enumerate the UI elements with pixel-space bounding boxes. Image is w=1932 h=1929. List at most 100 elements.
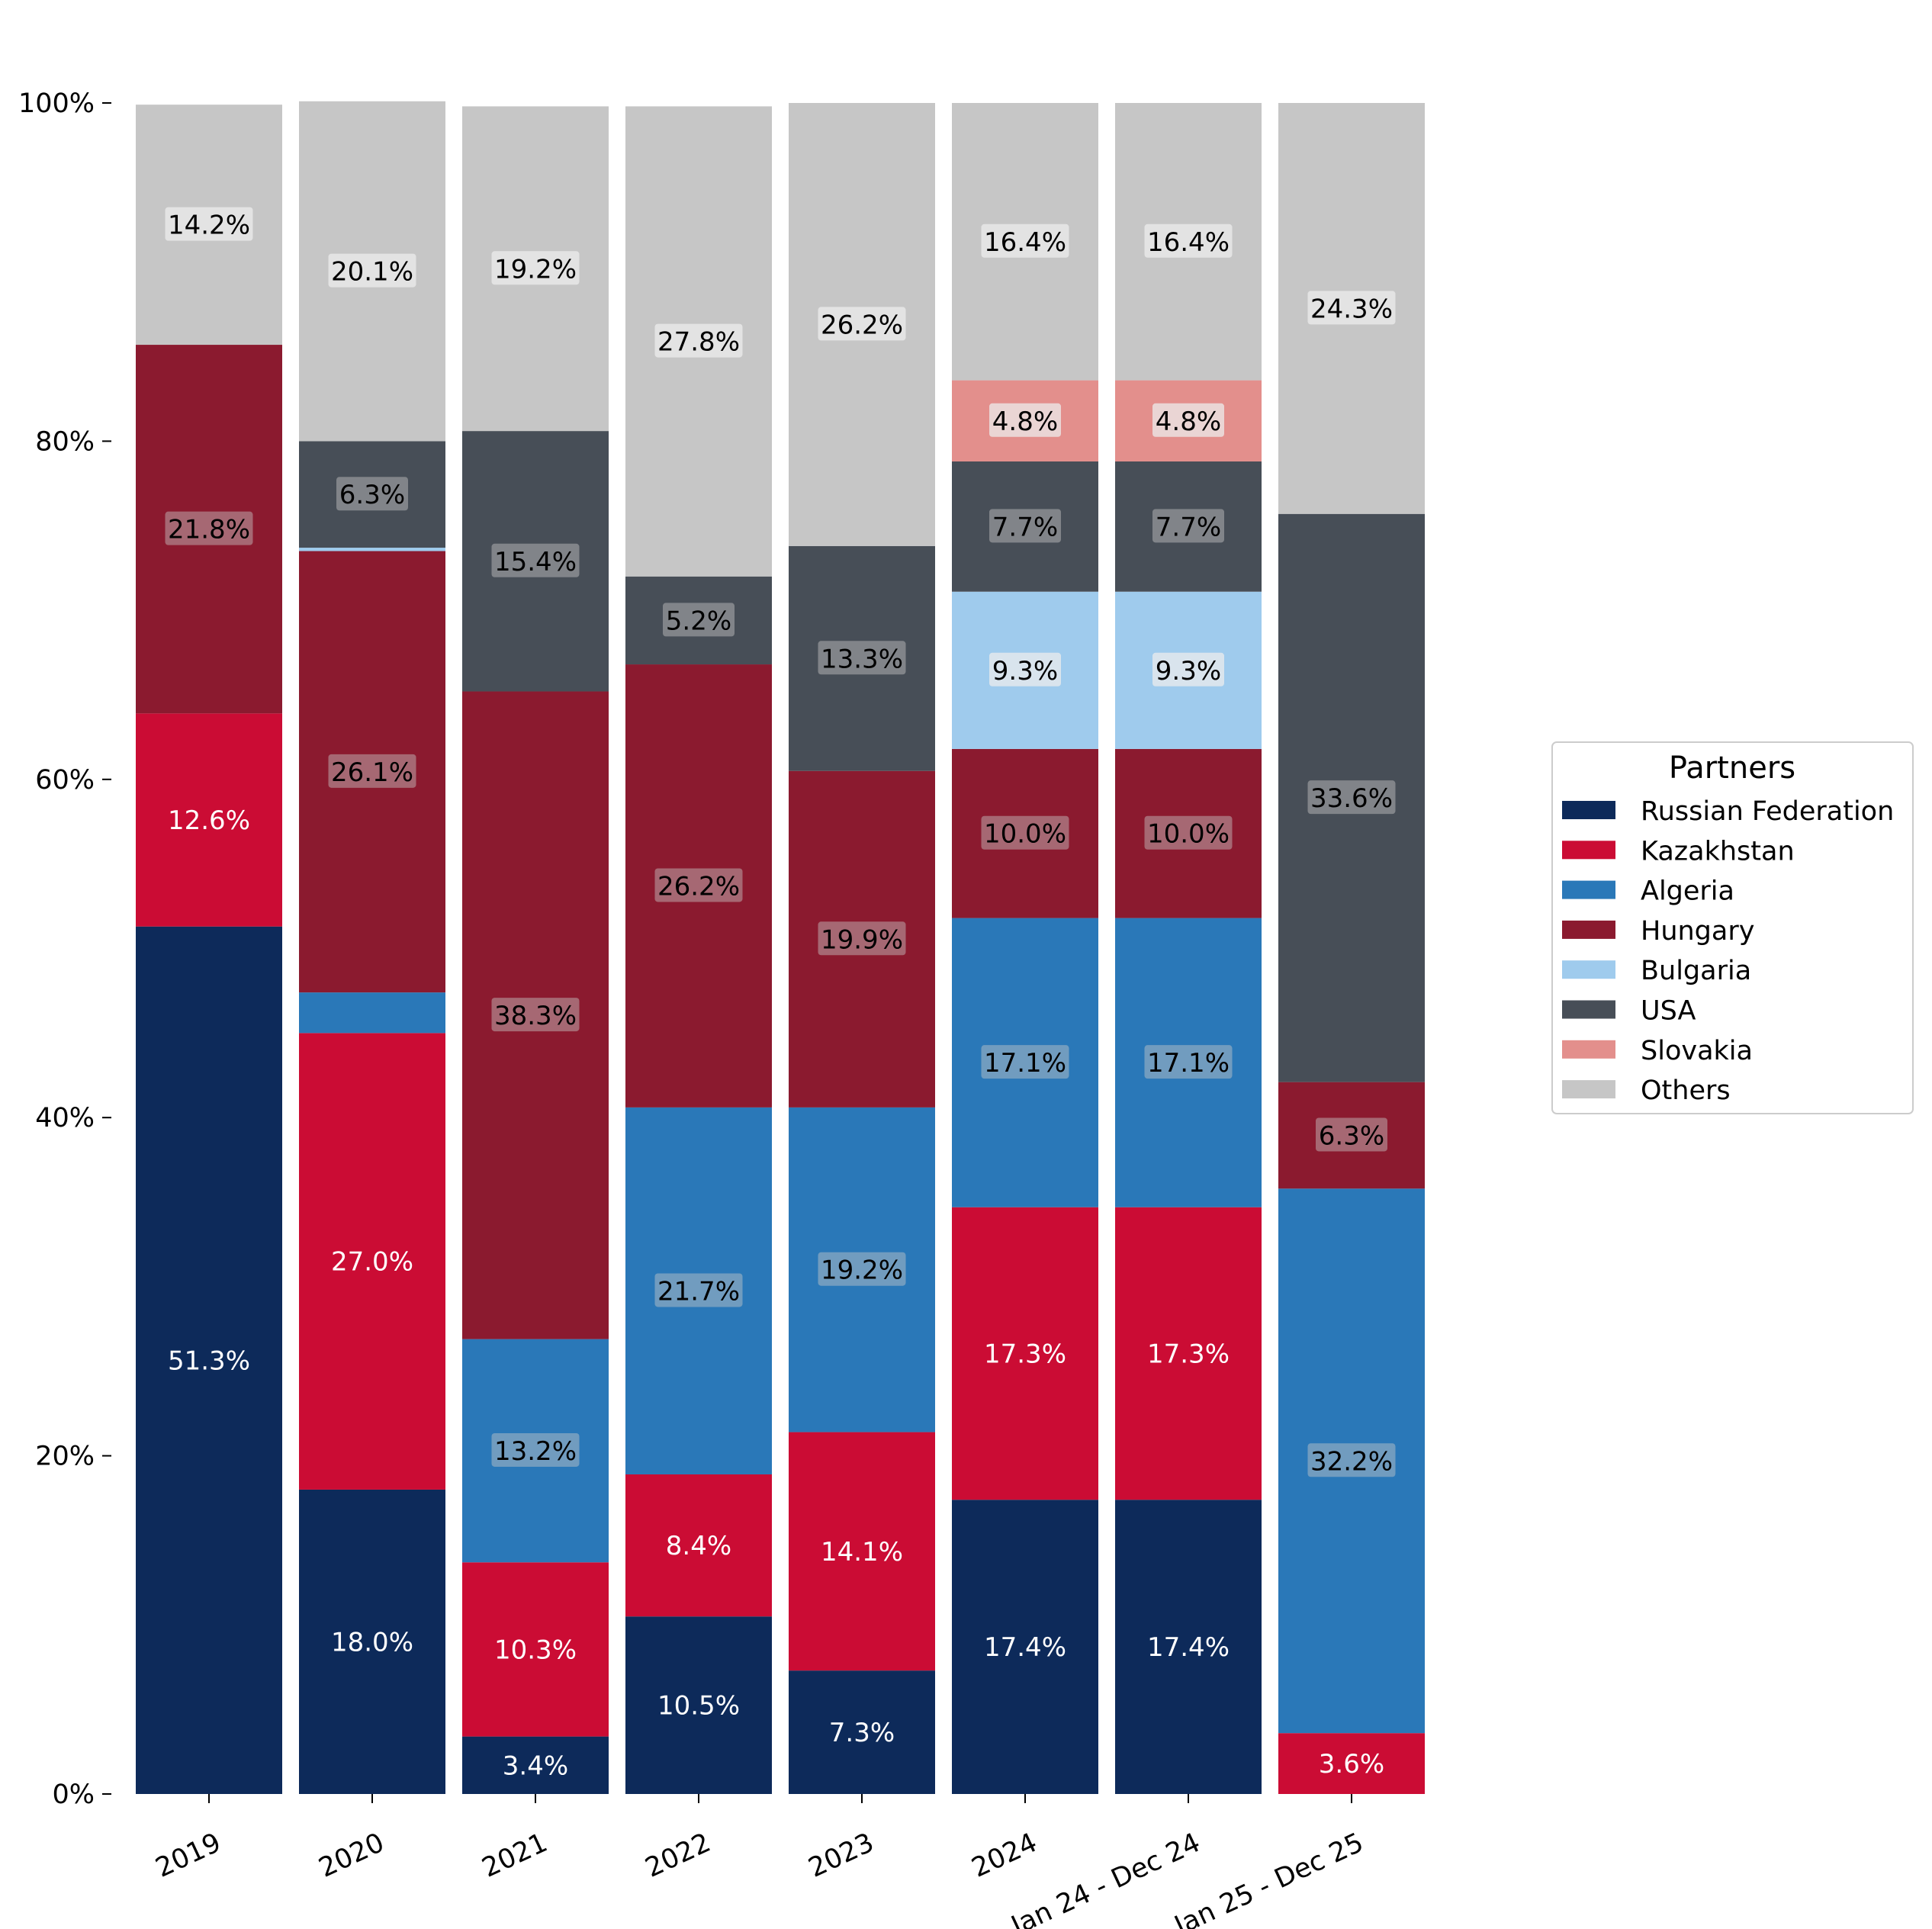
data-label-box	[1307, 291, 1396, 325]
data-label-box	[989, 652, 1061, 686]
data-label: 27.0%	[331, 1247, 413, 1278]
legend-swatch-kazakhstan	[1562, 841, 1615, 860]
legend-swatch-usa	[1562, 1000, 1615, 1019]
y-tick-label: 20%	[35, 1442, 95, 1472]
data-label: 17.1%	[1147, 1048, 1230, 1079]
bar-segment-hungary	[136, 345, 282, 714]
legend-swatch-others	[1562, 1080, 1615, 1099]
bar-segment-bulgaria	[299, 548, 445, 551]
data-label-box	[1152, 403, 1224, 437]
data-label: 3.4%	[503, 1751, 568, 1781]
bar-segment-kazakhstan	[136, 713, 282, 927]
bar-segment-kazakhstan	[789, 1432, 935, 1671]
data-label: 19.2%	[494, 254, 577, 285]
data-label-box	[654, 1273, 743, 1307]
data-label: 51.3%	[168, 1345, 250, 1376]
data-label-box	[491, 543, 580, 577]
data-label-box	[818, 1252, 906, 1286]
data-label: 38.3%	[494, 1001, 577, 1031]
y-tick-label: 80%	[35, 426, 95, 457]
bar-segment-hungary	[625, 664, 772, 1108]
data-label: 10.3%	[494, 1635, 577, 1665]
y-tick-label: 40%	[35, 1103, 95, 1133]
bar-segment-hungary	[1278, 1082, 1425, 1189]
legend-label-russian-federation: Russian Federation	[1641, 796, 1894, 827]
x-tick-label: 2023	[804, 1828, 879, 1884]
y-tick-label: 60%	[35, 765, 95, 796]
bar-segment-hungary	[952, 748, 1098, 918]
x-tick-label: 2021	[477, 1828, 552, 1884]
data-label-box	[491, 251, 580, 285]
x-tick-label: 2019	[151, 1828, 226, 1884]
data-label-box	[491, 998, 580, 1032]
data-label: 10.0%	[1147, 819, 1230, 850]
data-label-box	[818, 307, 906, 341]
y-tick-label: 100%	[18, 88, 95, 119]
data-label: 21.8%	[168, 515, 250, 545]
data-label: 13.3%	[821, 644, 903, 674]
data-label-box	[1144, 815, 1233, 850]
bar-segment-usa	[789, 545, 935, 771]
bar-segment-russian-federation	[299, 1489, 445, 1794]
bar-segment-algeria	[952, 918, 1098, 1207]
data-label: 19.9%	[821, 924, 903, 955]
data-label: 17.1%	[984, 1048, 1066, 1079]
bar-segment-algeria	[462, 1339, 609, 1563]
bar-segment-usa	[1278, 513, 1425, 1082]
bar-segment-hungary	[1115, 748, 1262, 918]
data-label-box	[328, 754, 416, 788]
data-label-box	[981, 223, 1069, 258]
data-label-box	[328, 253, 416, 288]
data-label-box	[818, 641, 906, 675]
bar-segment-algeria	[1278, 1188, 1425, 1734]
legend: Partners Russian Federation Kazakhstan Alg…	[1551, 741, 1914, 1114]
legend-swatch-russian-federation	[1562, 801, 1615, 819]
data-label-box	[336, 477, 408, 511]
legend-label-slovakia: Slovakia	[1641, 1036, 1753, 1066]
data-label: 3.6%	[1319, 1749, 1384, 1780]
bar-segment-usa	[1115, 461, 1262, 592]
bar-segment-russian-federation	[1115, 1500, 1262, 1794]
data-label: 5.2%	[666, 606, 731, 636]
data-label: 6.3%	[339, 480, 405, 510]
bar-segment-algeria	[789, 1107, 935, 1432]
bar-segment-algeria	[1115, 918, 1262, 1207]
bar-segment-kazakhstan	[462, 1562, 609, 1737]
bar-segment-russian-federation	[136, 926, 282, 1794]
data-label: 16.4%	[984, 227, 1066, 258]
data-label: 26.2%	[657, 871, 740, 902]
x-tick-label: 2024	[967, 1828, 1042, 1884]
bar-segment-algeria	[299, 992, 445, 1034]
data-label: 9.3%	[1156, 656, 1221, 686]
legend-frame	[1551, 741, 1914, 1114]
data-label: 16.4%	[1147, 227, 1230, 258]
data-label-box	[1144, 1045, 1233, 1079]
legend-swatch-bulgaria	[1562, 960, 1615, 979]
legend-label-others: Others	[1641, 1075, 1731, 1106]
bar-segment-usa	[952, 461, 1098, 592]
data-label-box	[1307, 780, 1396, 815]
legend-label-kazakhstan: Kazakhstan	[1641, 836, 1795, 866]
data-label: 17.3%	[1147, 1339, 1230, 1369]
data-label: 17.3%	[984, 1339, 1066, 1369]
data-label-box	[981, 815, 1069, 850]
data-label: 33.6%	[1310, 783, 1393, 814]
legend-swatch-slovakia	[1562, 1040, 1615, 1059]
data-label: 26.1%	[331, 757, 413, 788]
data-label: 7.7%	[1156, 512, 1221, 542]
x-tick-label: 2022	[641, 1828, 715, 1884]
legend-label-algeria: Algeria	[1641, 876, 1734, 907]
data-label: 8.4%	[666, 1531, 731, 1561]
bar-segment-kazakhstan	[299, 1033, 445, 1490]
data-label-box	[1316, 1117, 1387, 1152]
legend-label-hungary: Hungary	[1641, 916, 1754, 947]
bar-segment-hungary	[789, 770, 935, 1108]
legend-swatch-algeria	[1562, 880, 1615, 899]
data-label-box	[989, 403, 1061, 437]
legend-label-usa: USA	[1641, 996, 1696, 1027]
data-label-box	[165, 511, 253, 545]
bar-segment-usa	[625, 576, 772, 665]
legend-label-bulgaria: Bulgaria	[1641, 956, 1751, 986]
data-label: 4.8%	[992, 407, 1058, 437]
data-label: 32.2%	[1310, 1446, 1393, 1477]
